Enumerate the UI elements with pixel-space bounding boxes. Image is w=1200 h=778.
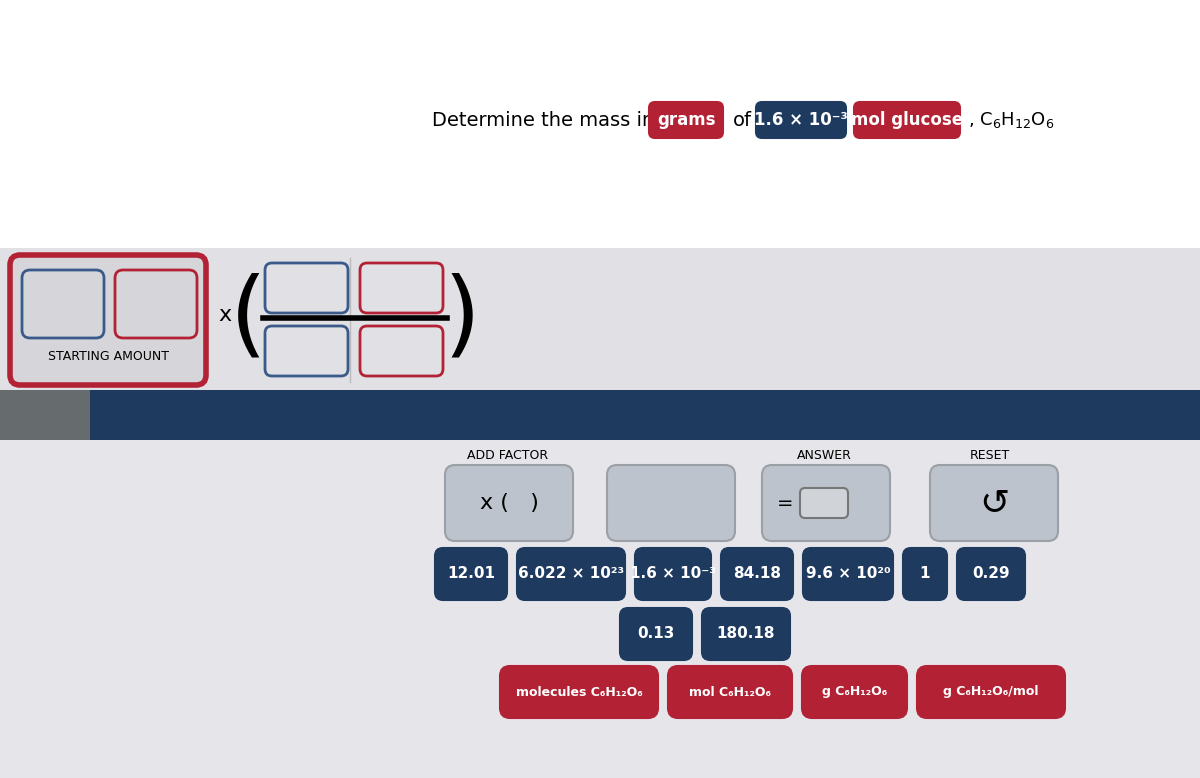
Text: 180.18: 180.18 (716, 626, 775, 642)
FancyBboxPatch shape (500, 666, 658, 718)
FancyBboxPatch shape (854, 102, 960, 138)
FancyBboxPatch shape (756, 102, 846, 138)
FancyBboxPatch shape (607, 465, 734, 541)
Text: molecules C₆H₁₂O₆: molecules C₆H₁₂O₆ (516, 685, 642, 699)
FancyBboxPatch shape (803, 548, 893, 600)
Bar (0, 440, 1200, 778)
FancyBboxPatch shape (115, 270, 197, 338)
FancyBboxPatch shape (702, 608, 790, 660)
FancyBboxPatch shape (635, 548, 710, 600)
FancyBboxPatch shape (360, 263, 443, 313)
FancyBboxPatch shape (802, 666, 907, 718)
FancyBboxPatch shape (517, 548, 625, 600)
Text: ANSWER: ANSWER (797, 448, 852, 461)
Text: 0.13: 0.13 (637, 626, 674, 642)
Text: 84.18: 84.18 (733, 566, 781, 581)
Text: grams: grams (656, 111, 715, 129)
FancyBboxPatch shape (10, 255, 206, 385)
Text: g C₆H₁₂O₆: g C₆H₁₂O₆ (822, 685, 887, 699)
Text: ): ) (444, 272, 480, 364)
Text: , C$_6$H$_{12}$O$_6$: , C$_6$H$_{12}$O$_6$ (968, 110, 1055, 130)
FancyBboxPatch shape (22, 270, 104, 338)
FancyBboxPatch shape (904, 548, 947, 600)
Text: 12.01: 12.01 (446, 566, 496, 581)
FancyBboxPatch shape (649, 102, 722, 138)
Text: 1.6 × 10⁻³: 1.6 × 10⁻³ (630, 566, 716, 581)
FancyBboxPatch shape (721, 548, 793, 600)
Bar (0, 390, 90, 440)
FancyBboxPatch shape (620, 608, 692, 660)
Bar (90, 390, 1200, 440)
Text: ADD FACTOR: ADD FACTOR (468, 448, 548, 461)
FancyBboxPatch shape (360, 326, 443, 376)
FancyBboxPatch shape (958, 548, 1025, 600)
FancyBboxPatch shape (668, 666, 792, 718)
Text: g C₆H₁₂O₆/mol: g C₆H₁₂O₆/mol (943, 685, 1039, 699)
FancyBboxPatch shape (436, 548, 508, 600)
Text: 0.29: 0.29 (972, 566, 1010, 581)
Text: 1.6 × 10⁻³: 1.6 × 10⁻³ (754, 111, 848, 129)
FancyBboxPatch shape (762, 465, 890, 541)
Text: x: x (218, 305, 232, 325)
Text: ↺: ↺ (979, 486, 1009, 520)
Text: 1: 1 (919, 566, 930, 581)
Text: mol C₆H₁₂O₆: mol C₆H₁₂O₆ (689, 685, 772, 699)
Text: =: = (776, 493, 793, 513)
Text: RESET: RESET (970, 448, 1010, 461)
Bar (0, 248, 1200, 390)
Text: 6.022 × 10²³: 6.022 × 10²³ (518, 566, 624, 581)
FancyBboxPatch shape (265, 326, 348, 376)
Bar (0, 0, 1200, 248)
Text: of: of (733, 110, 752, 129)
FancyBboxPatch shape (445, 465, 574, 541)
Text: 9.6 × 10²⁰: 9.6 × 10²⁰ (805, 566, 890, 581)
FancyBboxPatch shape (800, 488, 848, 518)
Text: STARTING AMOUNT: STARTING AMOUNT (48, 349, 168, 363)
FancyBboxPatch shape (265, 263, 348, 313)
Text: Determine the mass in: Determine the mass in (432, 110, 654, 129)
Text: mol glucose: mol glucose (851, 111, 964, 129)
Text: (: ( (229, 272, 266, 364)
FancyBboxPatch shape (930, 465, 1058, 541)
Text: x (   ): x ( ) (480, 493, 539, 513)
FancyBboxPatch shape (917, 666, 1066, 718)
